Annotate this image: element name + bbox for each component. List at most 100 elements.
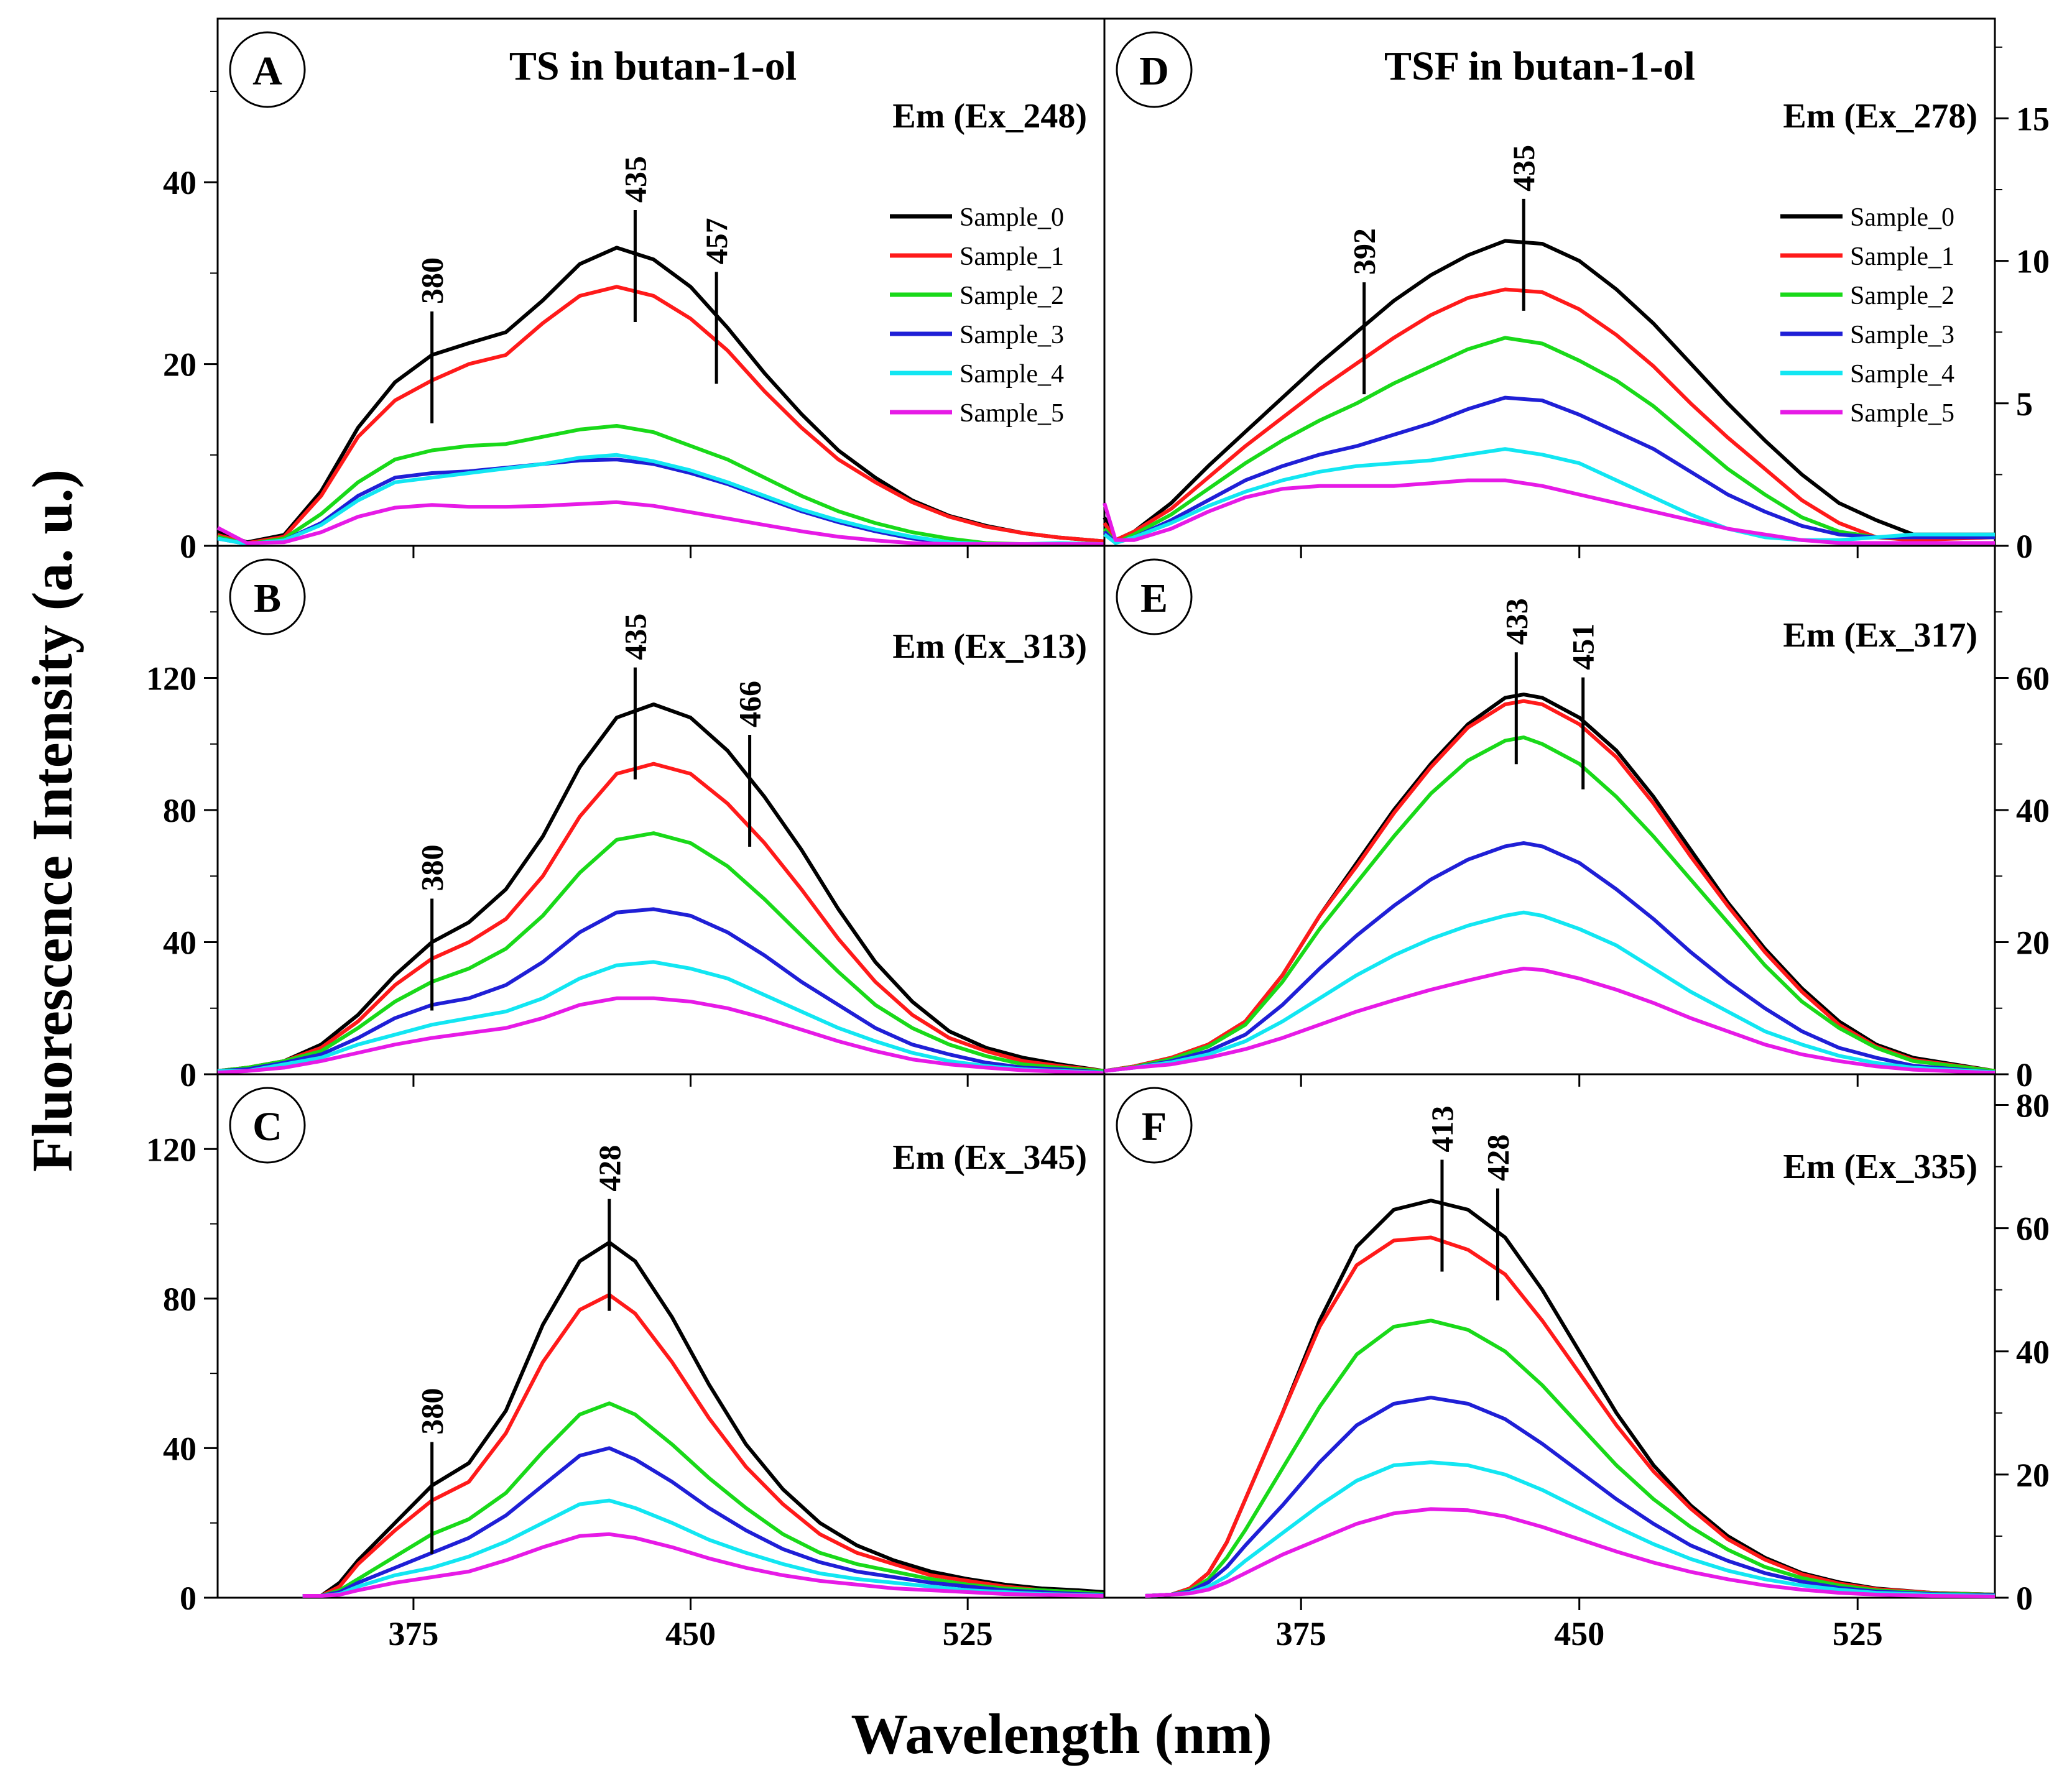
y-tick-label: 120	[146, 660, 197, 698]
panel-letter-circle	[1116, 1087, 1193, 1164]
panel-f: 0 20 40 60 80 375 450 525 413 428 F Em (Ex_335)	[1103, 1073, 2050, 1652]
y-tick-label: 120	[146, 1131, 197, 1168]
panel-e: 0 20 40 60 433 451 E Em (Ex_317)	[1103, 545, 2050, 1094]
excitation-label: Em (Ex_313)	[892, 627, 1087, 666]
x-tick-label: 375	[1276, 1615, 1326, 1652]
peak-label: 413	[1425, 1106, 1459, 1153]
series-line-sample-3	[302, 1446, 1105, 1598]
series-line-sample-0	[1103, 239, 1995, 542]
panel-letter: D	[1139, 48, 1169, 94]
series-line-sample-5	[302, 1532, 1105, 1598]
panel-letter-circle	[1116, 31, 1193, 108]
series-line-sample-2	[1145, 1319, 1996, 1598]
panel-letter: A	[252, 48, 282, 94]
series-line-sample-2	[1103, 336, 1996, 545]
panel-letter: E	[1140, 576, 1168, 621]
panel-letter: F	[1142, 1104, 1167, 1149]
panels: 0 20 40 380 435 457 A TS in butan-1-ol Em (Ex_24…	[146, 17, 2050, 1652]
x-tick-label: 525	[943, 1615, 993, 1652]
peak-label: 428	[1480, 1135, 1515, 1181]
series-line-sample-1	[1103, 287, 1996, 542]
legend-label: Sample_1	[1850, 242, 1954, 271]
y-tick-label: 0	[180, 1580, 197, 1617]
peak-label: 380	[415, 1388, 450, 1435]
legend-label: Sample_1	[960, 242, 1064, 271]
peak-label: 435	[1506, 145, 1541, 191]
panel-letter: B	[254, 576, 281, 621]
legend-label: Sample_4	[1850, 360, 1954, 389]
panel-d: 0 5 10 15 392 435 D TSF in butan-1-ol Em (Ex_278…	[1103, 17, 2050, 565]
legend-label: Sample_3	[960, 321, 1064, 349]
y-tick-label: 20	[163, 346, 197, 384]
y-tick-label: 40	[163, 1430, 197, 1467]
panel-title: TSF in butan-1-ol	[1384, 44, 1695, 89]
peak-label: 457	[699, 218, 734, 264]
peak-label: 433	[1499, 598, 1533, 645]
series-line-sample-2	[1104, 735, 1996, 1073]
y-tick-label: 60	[2016, 1210, 2050, 1248]
y-tick-label: 20	[2016, 1457, 2050, 1494]
x-tick-label: 375	[388, 1615, 438, 1652]
excitation-label: Em (Ex_335)	[1783, 1148, 1977, 1186]
peak-label: 435	[617, 156, 652, 203]
y-tick-label: 80	[163, 792, 197, 829]
legend-label: Sample_2	[960, 282, 1064, 310]
peak-label: 380	[415, 257, 450, 304]
panel-title: TS in butan-1-ol	[509, 44, 797, 89]
legend-label: Sample_4	[960, 360, 1064, 389]
peak-label: 428	[592, 1145, 627, 1192]
series-line-sample-1	[1145, 1235, 1996, 1598]
panel-letter: C	[252, 1104, 282, 1149]
panel-b: 0 40 80 120 380 435 466 B Em (Ex_313)	[146, 545, 1106, 1094]
panel-letter-circle	[229, 1087, 306, 1164]
x-tick-label: 450	[665, 1615, 716, 1652]
legend-label: Sample_3	[1850, 321, 1954, 349]
y-tick-label: 0	[2016, 1580, 2033, 1617]
series-line-sample-4	[1104, 910, 1996, 1074]
y-tick-label: 80	[2016, 1087, 2050, 1125]
y-tick-label: 15	[2016, 100, 2050, 137]
series-line-sample-0	[1104, 693, 1996, 1073]
excitation-label: Em (Ex_317)	[1783, 616, 1977, 655]
peak-label: 466	[733, 681, 767, 727]
plot-frame	[216, 545, 1106, 1076]
panel-letter-circle	[229, 31, 306, 108]
series-line-sample-1	[217, 762, 1105, 1073]
series-line-sample-4	[218, 960, 1105, 1075]
panel-a: 0 20 40 380 435 457 A TS in butan-1-ol Em (Ex_24…	[163, 17, 1106, 565]
y-tick-label: 0	[2016, 1056, 2033, 1094]
y-tick-label: 0	[180, 528, 197, 565]
series-line-sample-3	[1104, 841, 1996, 1074]
y-tick-label: 0	[180, 1056, 197, 1094]
series-line-sample-5	[1104, 967, 1996, 1075]
legend-label: Sample_2	[1850, 282, 1954, 310]
series-line-sample-5	[216, 500, 1104, 546]
panel-letter-circle	[1116, 558, 1193, 635]
excitation-label: Em (Ex_248)	[892, 97, 1087, 136]
y-tick-label: 40	[163, 164, 197, 201]
series-line-sample-3	[1103, 395, 1995, 545]
y-tick-label: 60	[2016, 660, 2050, 698]
legend-label: Sample_5	[960, 399, 1064, 428]
series-line-sample-1	[217, 285, 1105, 545]
legend-label: Sample_0	[1850, 203, 1954, 232]
x-tick-label: 450	[1554, 1615, 1604, 1652]
series-line-sample-1	[1104, 699, 1996, 1073]
legend-label: Sample_5	[1850, 399, 1954, 428]
series-line-sample-3	[1145, 1396, 1996, 1598]
peak-label: 435	[617, 614, 652, 660]
peak-label: 392	[1347, 228, 1382, 275]
y-axis-label: Fluorescence Intensity (a. u.)	[21, 469, 84, 1172]
y-tick-label: 0	[2016, 528, 2033, 565]
excitation-label: Em (Ex_345)	[892, 1138, 1087, 1177]
series-line-sample-2	[302, 1401, 1105, 1598]
series-line-sample-2	[217, 831, 1105, 1073]
peak-label: 380	[415, 845, 450, 891]
series-line-sample-0	[217, 702, 1105, 1073]
y-tick-label: 10	[2016, 243, 2050, 280]
x-tick-label: 525	[1833, 1615, 1883, 1652]
legend-label: Sample_0	[960, 203, 1064, 232]
y-tick-label: 40	[2016, 792, 2050, 829]
y-tick-label: 80	[163, 1281, 197, 1318]
x-axis-label: Wavelength (nm)	[851, 1702, 1272, 1766]
